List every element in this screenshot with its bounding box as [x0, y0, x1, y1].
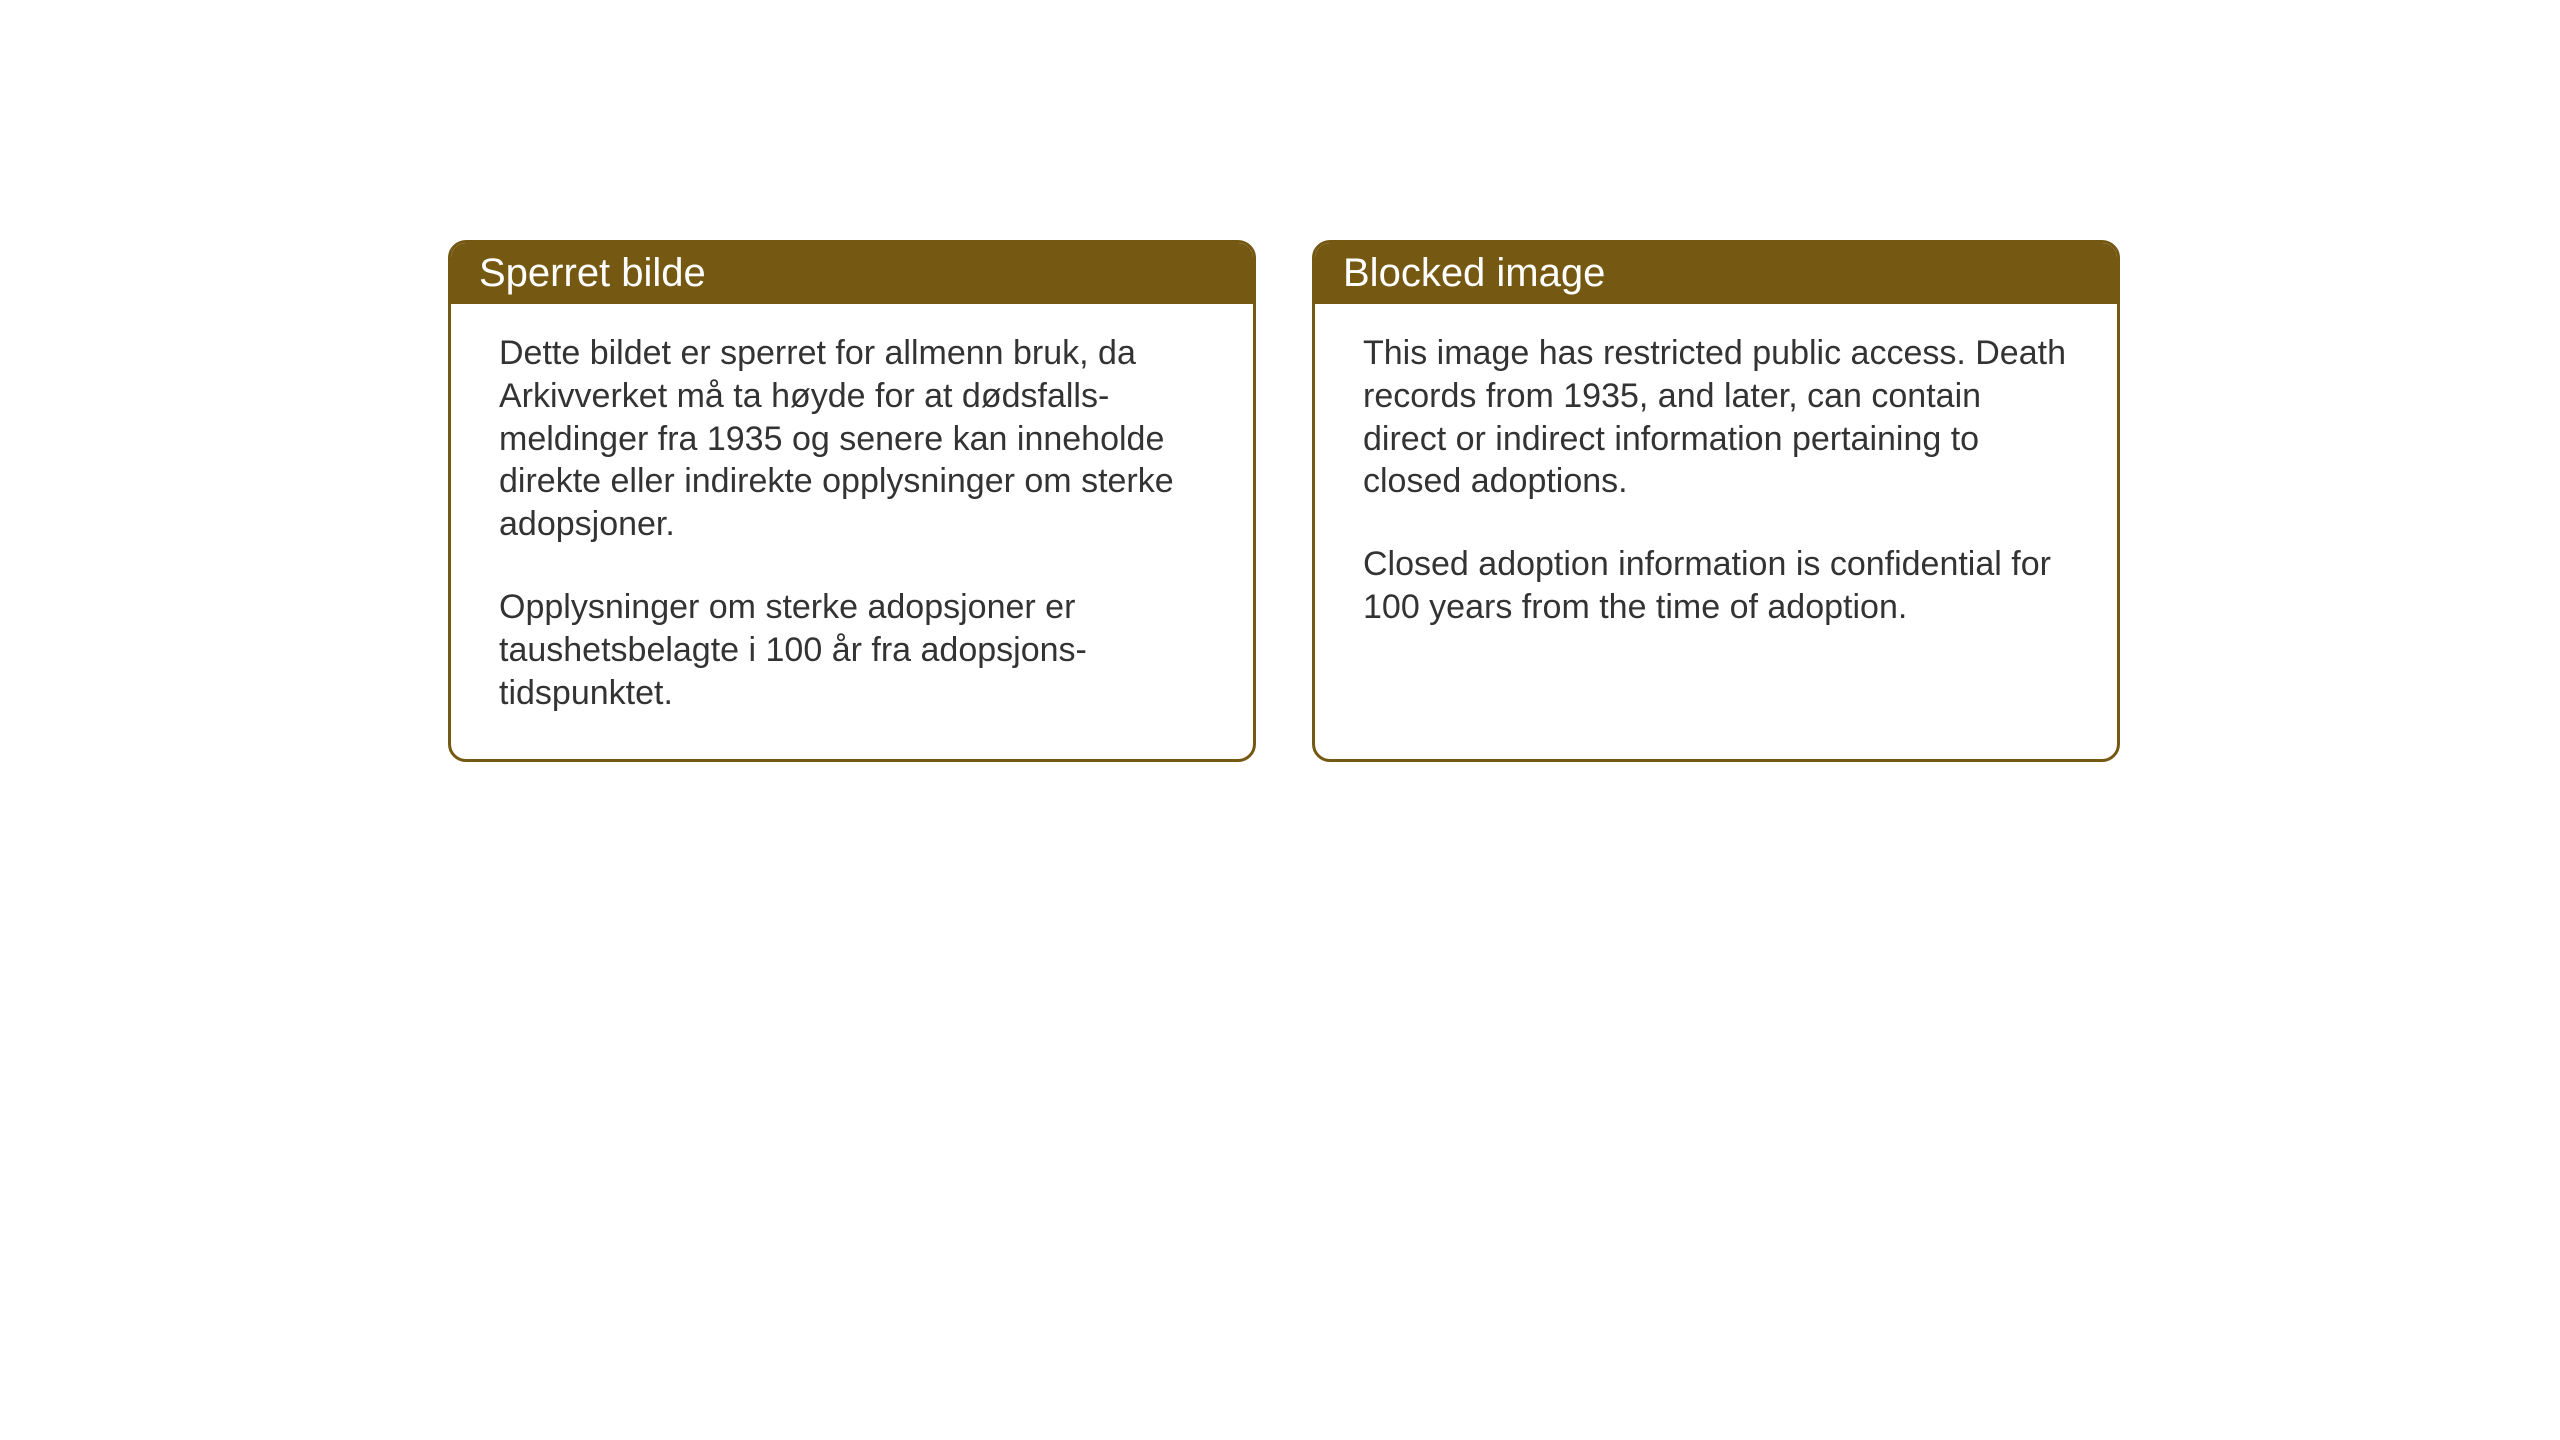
notice-paragraph-1-norwegian: Dette bildet er sperret for allmenn bruk…	[499, 332, 1205, 546]
notice-card-english: Blocked image This image has restricted …	[1312, 240, 2120, 762]
notice-paragraph-2-norwegian: Opplysninger om sterke adopsjoner er tau…	[499, 586, 1205, 714]
notice-card-norwegian: Sperret bilde Dette bildet er sperret fo…	[448, 240, 1256, 762]
notice-body-english: This image has restricted public access.…	[1315, 304, 2117, 673]
notice-header-english: Blocked image	[1315, 243, 2117, 304]
notice-paragraph-1-english: This image has restricted public access.…	[1363, 332, 2069, 503]
notice-paragraph-2-english: Closed adoption information is confident…	[1363, 543, 2069, 629]
notice-container: Sperret bilde Dette bildet er sperret fo…	[448, 240, 2120, 762]
notice-header-norwegian: Sperret bilde	[451, 243, 1253, 304]
notice-title-english: Blocked image	[1343, 251, 1605, 295]
notice-title-norwegian: Sperret bilde	[479, 251, 706, 295]
notice-body-norwegian: Dette bildet er sperret for allmenn bruk…	[451, 304, 1253, 759]
